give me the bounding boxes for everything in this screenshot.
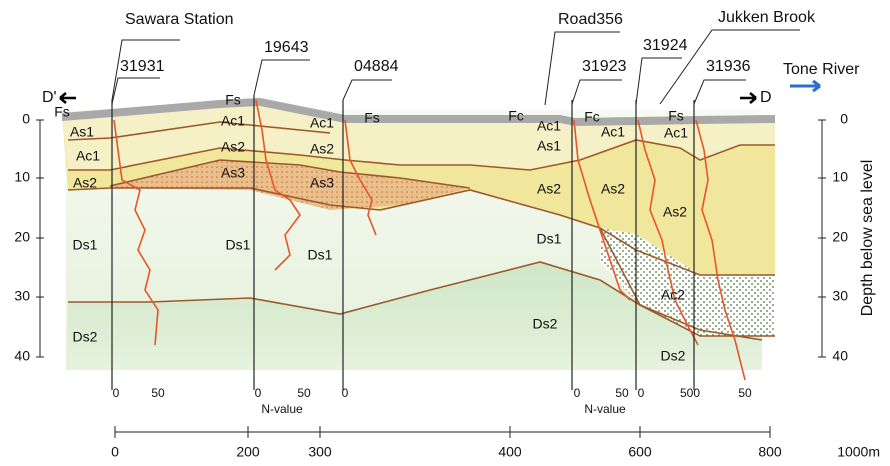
layer-label: Ac1	[537, 118, 561, 134]
borehole-label: 31924	[643, 37, 688, 54]
borehole-label: 19643	[264, 39, 309, 56]
layer-label: As2	[601, 181, 625, 197]
layer-label: Ac1	[601, 124, 625, 140]
depth-tick-label: 20	[14, 229, 30, 245]
depth-tick-label: 30	[14, 288, 30, 304]
depth-axis-title: Depth below sea level	[859, 160, 876, 317]
layer-label: As3	[310, 175, 334, 191]
n-value-tick-label: 0	[255, 386, 262, 400]
borehole-label: 31936	[706, 58, 751, 75]
distance-tick-label: 600	[628, 444, 652, 460]
leader	[343, 80, 392, 100]
layer-label: As2	[537, 181, 561, 197]
direction-label: D	[760, 89, 772, 106]
n-value-tick-label: 50	[738, 386, 752, 400]
station-label: Road356	[558, 11, 623, 28]
borehole-label: 31931	[120, 58, 165, 75]
layer-label: Ds2	[533, 316, 558, 332]
n-value-title: N-value	[261, 402, 303, 416]
n-value-tick-label: 500	[680, 386, 700, 400]
distance-tick-label: 1000m	[837, 444, 880, 460]
layer-label: Fs	[668, 108, 684, 124]
arrow	[60, 93, 76, 103]
layer-label: As1	[537, 138, 561, 154]
leader	[572, 80, 622, 104]
n-value-tick-label: 0	[638, 386, 645, 400]
layer-label: As2	[663, 204, 687, 220]
layer-label: Ds2	[661, 348, 686, 364]
depth-tick-label: 20	[832, 229, 848, 245]
depth-tick-label: 40	[832, 348, 848, 364]
n-value-tick-label: 0	[574, 386, 581, 400]
station-label: Jukken Brook	[718, 9, 816, 26]
distance-tick-label: 200	[236, 444, 260, 460]
distance-tick-label: 300	[308, 444, 332, 460]
arrow	[740, 93, 756, 103]
river-label: Tone River	[783, 61, 860, 78]
layer-label: Ac2	[661, 287, 685, 303]
layer-label: Fc	[584, 109, 600, 125]
layer-label: Ds1	[73, 237, 98, 253]
layer-label: Ds1	[308, 247, 333, 263]
layer-label: Ac1	[76, 148, 100, 164]
layer-label: Ac1	[310, 115, 334, 131]
layer-label: Fs	[225, 92, 241, 108]
n-value-tick-label: 0	[342, 386, 349, 400]
n-value-tick-label: 50	[151, 386, 165, 400]
leader	[694, 80, 746, 104]
borehole-label: 31923	[582, 58, 627, 75]
n-value-title: N-value	[584, 402, 626, 416]
layer-label: Ac1	[221, 113, 245, 129]
layer-label: Ds1	[537, 231, 562, 247]
station-label: Sawara Station	[125, 11, 234, 28]
depth-tick-label: 10	[14, 169, 30, 185]
leader	[636, 58, 682, 104]
layer-label: As2	[221, 139, 245, 155]
layer-label: Ds1	[226, 237, 251, 253]
depth-tick-label: 40	[14, 348, 30, 364]
depth-tick-label: 10	[832, 169, 848, 185]
layer-label: As1	[70, 124, 94, 140]
distance-tick-label: 800	[758, 444, 782, 460]
layer-label: Fs	[364, 110, 380, 126]
depth-tick-label: 0	[22, 111, 30, 127]
depth-tick-label: 30	[832, 288, 848, 304]
n-value-tick-label: 0	[113, 386, 120, 400]
river-arrow	[790, 81, 820, 91]
n-value-tick-label: 50	[615, 386, 629, 400]
borehole-label: 04884	[354, 58, 399, 75]
distance-tick-label: 400	[498, 444, 522, 460]
leader	[254, 60, 310, 95]
layer-label: As2	[73, 175, 97, 191]
layer-label: Fc	[508, 108, 524, 124]
layer-label: Fs	[54, 104, 70, 120]
cross-section: Sawara Station Road356 Jukken Brook 3193…	[0, 0, 890, 466]
depth-tick-label: 0	[840, 111, 848, 127]
layer-label: As2	[310, 141, 334, 157]
leader	[112, 78, 160, 104]
layer-label: Ac1	[664, 125, 688, 141]
layer-label: As3	[221, 165, 245, 181]
n-value-tick-label: 50	[297, 386, 311, 400]
distance-tick-label: 0	[111, 444, 119, 460]
layer-label: Ds2	[73, 329, 98, 345]
